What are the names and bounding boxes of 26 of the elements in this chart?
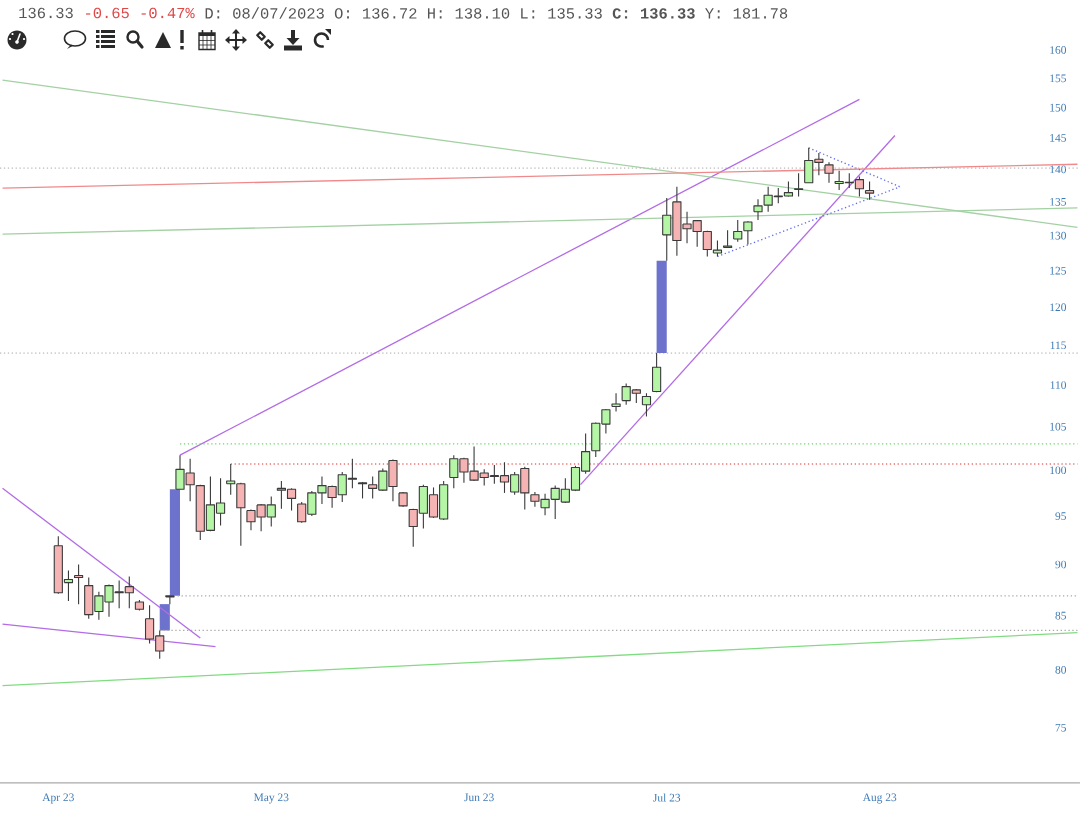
y-tick-label: 90: [1055, 560, 1067, 569]
y-tick-label: 150: [1050, 103, 1067, 112]
x-tick-label: Jul 23: [653, 793, 681, 802]
y-tick-label: 160: [1050, 46, 1067, 54]
x-tick-label: May 23: [253, 793, 289, 804]
y-tick-label: 130: [1050, 231, 1067, 240]
y-tick-label: 110: [1050, 381, 1067, 389]
text: -0.65 -0.47%: [86, 7, 195, 19]
text: 136.33: [19, 7, 73, 19]
y-tick-label: 100: [1050, 466, 1067, 475]
y-tick-label: 80: [1055, 665, 1067, 674]
y-tick-label: 95: [1055, 512, 1067, 520]
text: D: 08/07/2023 O: 136.72 H: 138.10 L: 135.33 C: 136.33 Y: 181.78: [205, 7, 788, 19]
x-tick-label: Jun 23: [464, 793, 494, 802]
x-tick-label: Apr 23: [42, 793, 74, 804]
y-tick-label: 75: [1055, 723, 1067, 732]
y-tick-label: 105: [1050, 422, 1067, 431]
y-tick-label: 155: [1050, 74, 1067, 83]
y-tick-label: 115: [1050, 341, 1067, 350]
y-tick-label: 85: [1055, 611, 1067, 620]
y-tick-label: 120: [1050, 303, 1067, 312]
x-tick-label: Aug 23: [862, 793, 897, 804]
y-tick-label: 145: [1050, 134, 1067, 142]
y-tick-label: 140: [1050, 165, 1067, 174]
y-tick-label: 135: [1050, 198, 1067, 206]
y-tick-label: 125: [1050, 266, 1067, 275]
